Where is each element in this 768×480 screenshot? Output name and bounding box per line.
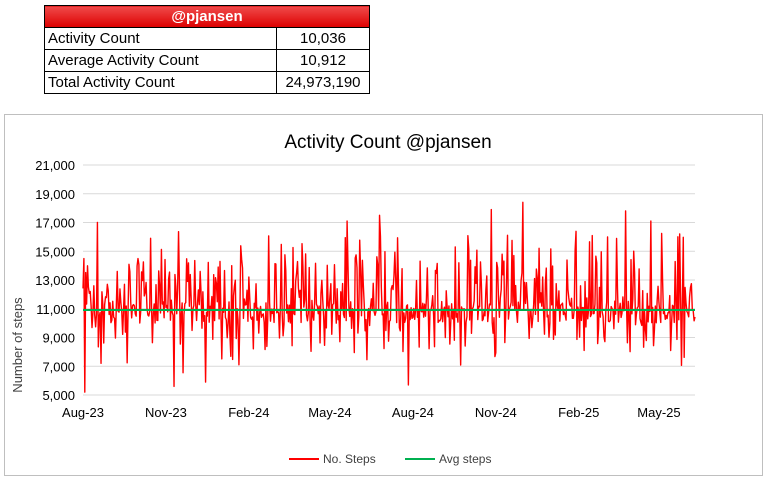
chart-title: Activity Count @pjansen: [284, 132, 491, 153]
row-label: Activity Count: [44, 27, 277, 50]
series-layer: [82, 201, 696, 393]
x-tick-label: Feb-25: [558, 405, 599, 420]
y-tick-label: 15,000: [35, 244, 75, 259]
y-tick-label: 13,000: [35, 273, 75, 288]
y-tick-label: 5,000: [42, 388, 75, 403]
y-tick-label: 11,000: [36, 302, 75, 317]
x-tick-label: Aug-24: [392, 405, 434, 420]
row-value: 10,912: [276, 49, 370, 72]
row-label: Total Activity Count: [44, 71, 277, 94]
x-tick-labels: Aug-23 Nov-23 Feb-24 May-24 Aug-24 Nov-24 Feb-…: [62, 405, 681, 420]
y-tick-label: 17,000: [35, 216, 75, 231]
series-line-no-steps: [82, 201, 696, 393]
table-row: Total Activity Count 24,973,190: [44, 71, 370, 94]
x-tick-label: Nov-23: [145, 405, 187, 420]
y-axis-title: Number of steps: [10, 297, 25, 393]
x-tick-label: Feb-24: [228, 405, 269, 420]
table-row: Average Activity Count 10,912: [44, 49, 370, 72]
y-tick-label: 9,000: [42, 331, 75, 346]
summary-header-row: @pjansen: [44, 5, 370, 28]
x-tick-label: May-25: [637, 405, 680, 420]
legend-label-avg-steps: Avg steps: [439, 452, 491, 466]
x-tick-label: Aug-23: [62, 405, 104, 420]
y-tick-label: 19,000: [35, 187, 75, 202]
y-tick-label: 21,000: [35, 158, 75, 173]
table-row: Activity Count 10,036: [44, 27, 370, 50]
x-tick-label: May-24: [308, 405, 351, 420]
row-label: Average Activity Count: [44, 49, 277, 72]
line-chart: Activity Count @pjansen Number of steps …: [10, 132, 696, 466]
y-tick-label: 7,000: [42, 359, 75, 374]
legend-label-no-steps: No. Steps: [323, 452, 376, 466]
summary-table: @pjansen Activity Count 10,036 Average A…: [44, 5, 370, 94]
summary-header: @pjansen: [44, 5, 370, 28]
legend: No. Steps Avg steps: [289, 452, 491, 466]
y-tick-labels: 5,000 7,000 9,000 11,000 13,000 15,000 17,000 1…: [35, 158, 75, 403]
row-value: 10,036: [276, 27, 370, 50]
x-tick-label: Nov-24: [475, 405, 517, 420]
chart-frame: Activity Count @pjansen Number of steps …: [4, 114, 763, 476]
row-value: 24,973,190: [276, 71, 370, 94]
